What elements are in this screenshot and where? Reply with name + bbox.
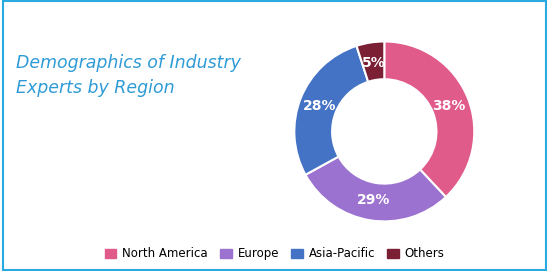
Text: 29%: 29% <box>357 193 390 207</box>
Wedge shape <box>356 41 384 82</box>
Text: 28%: 28% <box>303 99 337 113</box>
Text: 38%: 38% <box>432 99 466 113</box>
Wedge shape <box>305 157 446 221</box>
Text: Demographics of Industry
Experts by Region: Demographics of Industry Experts by Regi… <box>16 54 242 97</box>
Wedge shape <box>294 46 368 175</box>
Wedge shape <box>384 41 474 197</box>
Text: 5%: 5% <box>362 56 385 70</box>
Legend: North America, Europe, Asia-Pacific, Others: North America, Europe, Asia-Pacific, Oth… <box>100 243 449 265</box>
